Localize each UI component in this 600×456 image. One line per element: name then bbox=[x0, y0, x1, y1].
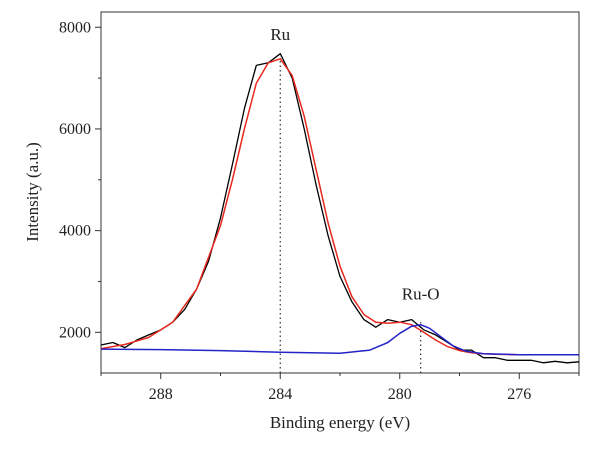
plot-area bbox=[100, 11, 580, 374]
reference-lines bbox=[279, 58, 422, 373]
y-axis-ticks: 2000 4000 6000 8000 bbox=[59, 19, 101, 341]
x-axis-title: Binding energy (eV) bbox=[270, 413, 410, 432]
ru-o-component-line bbox=[100, 323, 579, 356]
x-tick-label: 288 bbox=[149, 386, 173, 403]
annotations: Ru Ru-O bbox=[270, 25, 439, 303]
y-tick-label: 4000 bbox=[59, 223, 91, 240]
x-tick-label: 284 bbox=[268, 386, 292, 403]
peak-annotation: Ru bbox=[270, 25, 290, 44]
x-tick-label: 276 bbox=[507, 386, 531, 403]
x-tick-label: 280 bbox=[388, 386, 412, 403]
series-layer bbox=[100, 53, 580, 364]
x-axis-ticks: 288 284 280 276 bbox=[100, 373, 580, 403]
y-axis-title: Intensity (a.u.) bbox=[23, 142, 42, 242]
y-tick-label: 6000 bbox=[59, 121, 91, 138]
measured-spectrum-line bbox=[100, 53, 580, 364]
peak-annotation: Ru-O bbox=[402, 284, 440, 303]
y-tick-label: 8000 bbox=[59, 19, 91, 36]
y-tick-label: 2000 bbox=[59, 324, 91, 341]
